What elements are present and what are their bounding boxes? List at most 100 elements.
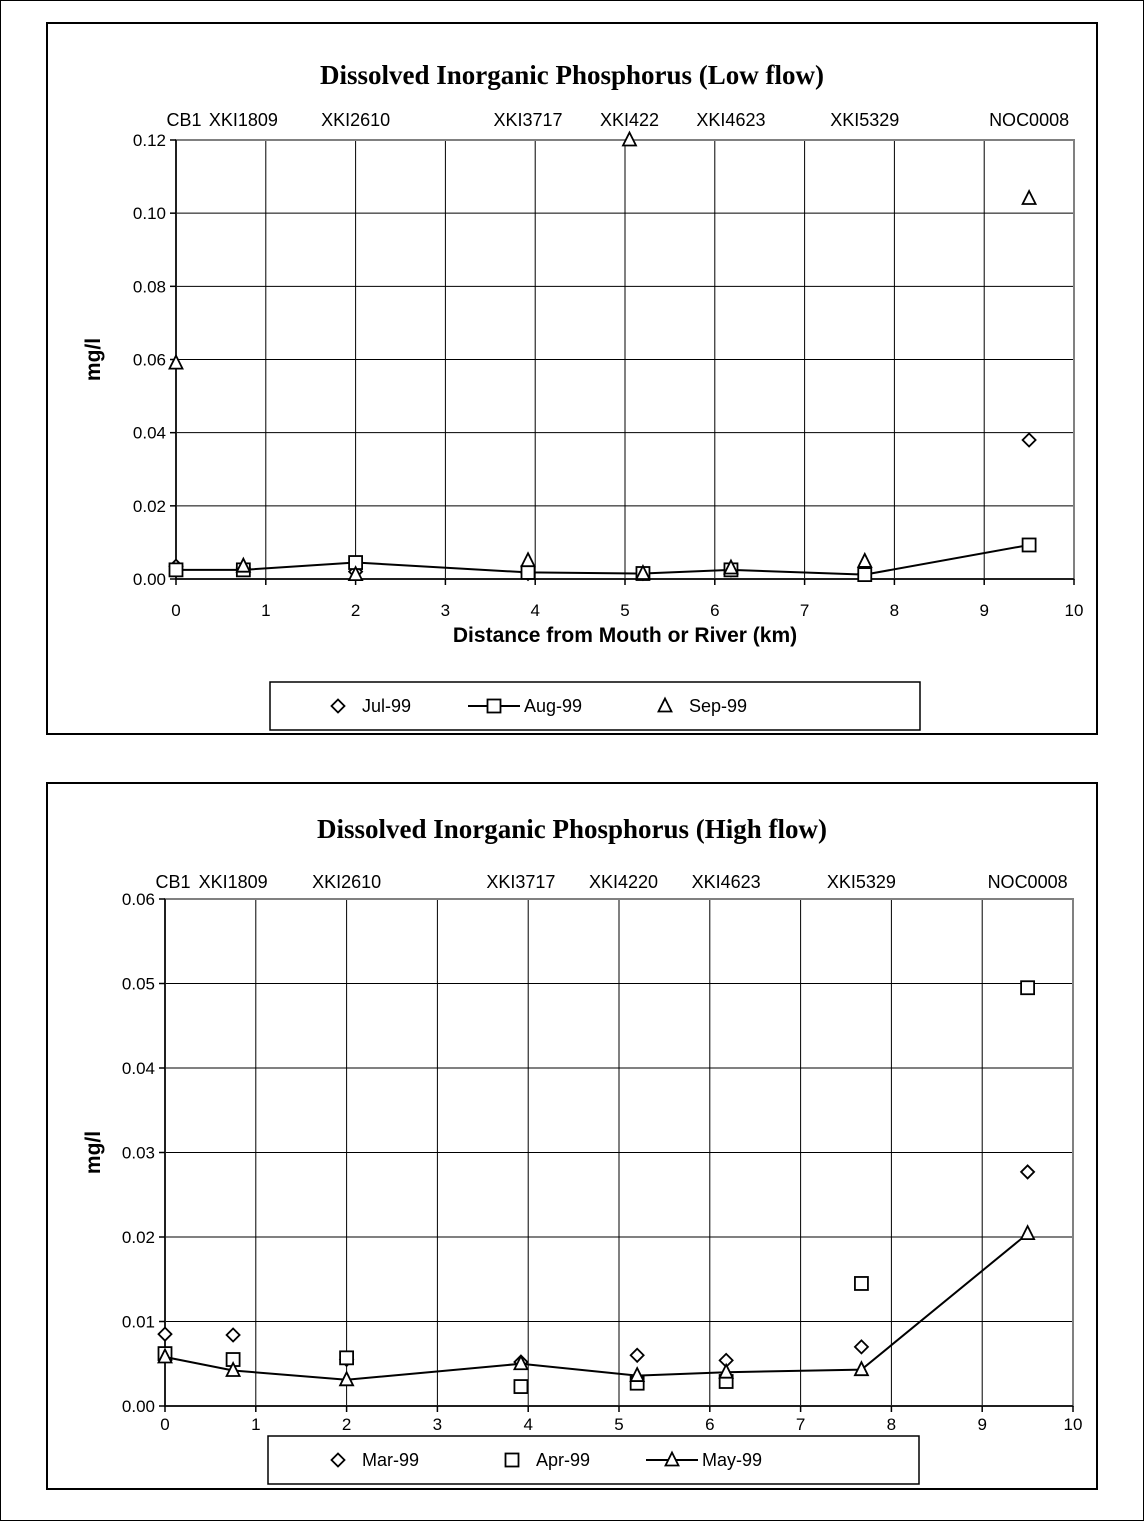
data-point	[621, 130, 638, 147]
legend-marker	[657, 696, 673, 713]
x-tick-label: 6	[705, 1415, 714, 1434]
legend-marker	[504, 1452, 520, 1468]
station-label: XKI2610	[321, 110, 390, 130]
data-point	[1021, 189, 1038, 205]
legend-item: Apr-99	[504, 1450, 590, 1470]
data-point	[157, 1326, 173, 1342]
data-point	[225, 1327, 241, 1343]
data-point	[856, 551, 873, 568]
x-tick-label: 1	[251, 1415, 260, 1434]
station-label: XKI3717	[486, 872, 555, 892]
legend-item: Mar-99	[330, 1450, 419, 1470]
x-tick-label: 8	[887, 1415, 896, 1434]
data-point	[1020, 980, 1035, 996]
legend-marker	[330, 698, 346, 714]
legend-label: Sep-99	[689, 696, 747, 716]
y-tick-label: 0.03	[122, 1144, 155, 1163]
x-tick-label: 7	[800, 601, 809, 620]
chart-panel-low-flow: Dissolved Inorganic Phosphorus (Low flow…	[46, 22, 1098, 735]
series-jul-99	[168, 432, 1037, 582]
data-point	[1021, 537, 1037, 553]
grid-lines	[175, 139, 1075, 580]
legend-item: Jul-99	[330, 696, 411, 716]
data-point	[520, 551, 536, 568]
legend-item: Sep-99	[657, 696, 747, 716]
data-point	[723, 558, 739, 575]
legend-label: Mar-99	[362, 1450, 419, 1470]
x-tick-label: 0	[160, 1415, 169, 1434]
data-point	[1021, 432, 1037, 448]
data-point	[157, 1347, 173, 1364]
station-label: XKI1809	[199, 872, 268, 892]
x-tick-label: 9	[977, 1415, 986, 1434]
y-tick-label: 0.02	[122, 1228, 155, 1247]
y-tick-label: 0.02	[133, 497, 166, 516]
x-tick-label: 8	[890, 601, 899, 620]
legend: Jul-99 Aug-99 Sep-99	[269, 681, 921, 731]
data-point	[857, 567, 873, 583]
y-tick-label: 0.04	[133, 424, 166, 443]
data-point	[168, 562, 184, 578]
series-line	[164, 1232, 1029, 1381]
data-point	[854, 1276, 869, 1291]
y-tick-label: 0.04	[122, 1059, 155, 1078]
legend-box	[269, 681, 921, 731]
data-point	[513, 1379, 529, 1394]
y-tick-label: 0.06	[122, 890, 155, 909]
series-line	[176, 543, 1030, 576]
x-tick-label: 6	[710, 601, 719, 620]
legend-item: Aug-99	[468, 696, 582, 716]
y-tick-label: 0.01	[122, 1313, 155, 1332]
chart-high-flow: Dissolved Inorganic Phosphorus (High flo…	[82, 814, 1082, 1485]
x-axis-title: Distance from Mouth or River (km)	[453, 624, 797, 647]
legend-label: May-99	[702, 1450, 762, 1470]
series-mar-99	[157, 1164, 1036, 1370]
station-label: XKI1809	[209, 110, 278, 130]
y-tick-label: 0.06	[133, 351, 166, 370]
x-tick-label: 2	[342, 1415, 351, 1434]
y-tick-label: 0.10	[133, 204, 166, 223]
data-point	[635, 564, 651, 580]
x-tick-label: 9	[979, 601, 988, 620]
station-label: NOC0008	[989, 110, 1069, 130]
data-point	[512, 1354, 529, 1371]
grid-lines	[164, 898, 1074, 1407]
data-point	[225, 1360, 242, 1377]
station-label: XKI4220	[589, 872, 658, 892]
legend-box	[267, 1435, 920, 1485]
data-point	[853, 1339, 870, 1355]
x-tick-label: 2	[351, 601, 360, 620]
data-point	[1019, 1224, 1036, 1241]
station-label: XKI5329	[830, 110, 899, 130]
data-point	[629, 1366, 646, 1382]
series-aug-99	[168, 537, 1037, 583]
x-tick-label: 5	[620, 601, 629, 620]
legend-item: May-99	[646, 1450, 762, 1470]
station-label: XKI2610	[312, 872, 381, 892]
station-label: XKI422	[600, 110, 659, 130]
y-axis-title: mg/l	[82, 1131, 105, 1174]
data-point	[629, 1347, 645, 1364]
chart-title: Dissolved Inorganic Phosphorus (High flo…	[317, 814, 827, 844]
station-label: XKI4623	[692, 872, 761, 892]
station-label: CB1	[166, 110, 201, 130]
y-tick-label: 0.05	[122, 975, 155, 994]
x-tick-label: 5	[614, 1415, 623, 1434]
data-point	[168, 353, 184, 370]
y-tick-label: 0.08	[133, 277, 166, 296]
chart-panel-high-flow: Dissolved Inorganic Phosphorus (High flo…	[46, 782, 1098, 1490]
station-label: XKI3717	[493, 110, 562, 130]
chart-low-flow: Dissolved Inorganic Phosphorus (Low flow…	[82, 60, 1083, 731]
legend-marker	[330, 1452, 346, 1468]
legend-label: Jul-99	[362, 696, 411, 716]
x-tick-label: 1	[261, 601, 270, 620]
station-label: XKI5329	[827, 872, 896, 892]
y-tick-label: 0.12	[133, 131, 166, 150]
x-tick-label: 0	[171, 601, 180, 620]
x-tick-label: 7	[796, 1415, 805, 1434]
station-label: NOC0008	[988, 872, 1068, 892]
x-tick-label: 3	[433, 1415, 442, 1434]
y-tick-label: 0.00	[122, 1397, 155, 1416]
legend-label: Apr-99	[536, 1450, 590, 1470]
station-label: XKI4623	[696, 110, 765, 130]
